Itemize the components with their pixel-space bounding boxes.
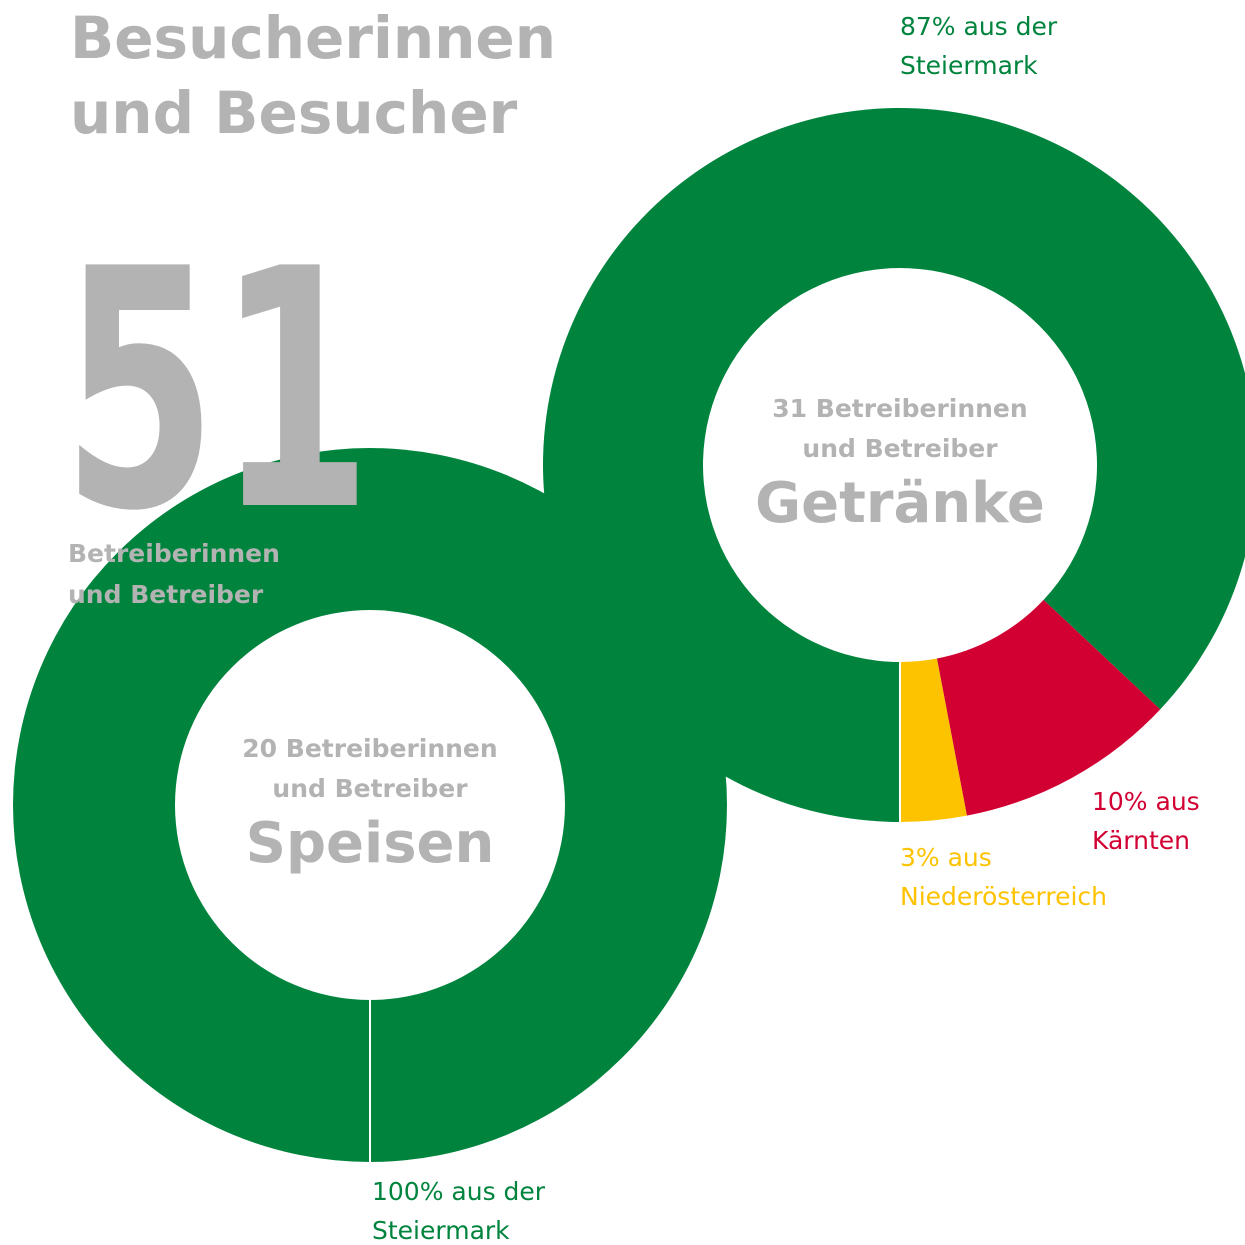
segment-label: 10% aus xyxy=(1092,787,1200,816)
segment-label: 87% aus der xyxy=(900,12,1058,41)
segment-label: 3% aus xyxy=(900,843,992,872)
center-line: 31 Betreiberinnen xyxy=(772,394,1027,423)
segment-label: Niederösterreich xyxy=(900,882,1107,911)
center-line: und Betreiber xyxy=(802,434,998,463)
total-number: 51 xyxy=(62,199,372,583)
donut-segment xyxy=(543,108,1245,822)
donut-charts xyxy=(13,108,1245,1162)
total-label: Betreiberinnen xyxy=(68,539,280,568)
center-title: Speisen xyxy=(246,811,495,876)
title-line: Besucherinnen xyxy=(70,4,556,72)
donut-segment xyxy=(936,599,1161,816)
donut-segment xyxy=(900,658,967,822)
center-line: und Betreiber xyxy=(272,774,468,803)
donut-texts: 100% aus der Steiermark 20 Betreiberinnen u… xyxy=(242,12,1199,1245)
segment-label: Steiermark xyxy=(900,51,1038,80)
segment-label: 100% aus der xyxy=(372,1177,546,1206)
title-line: und Besucher xyxy=(70,79,518,147)
segment-label: Kärnten xyxy=(1092,826,1190,855)
donut-segment xyxy=(13,448,727,1162)
center-title: Getränke xyxy=(755,471,1045,536)
center-line: 20 Betreiberinnen xyxy=(242,734,497,763)
total-label: und Betreiber xyxy=(68,580,264,609)
segment-label: Steiermark xyxy=(372,1216,510,1245)
